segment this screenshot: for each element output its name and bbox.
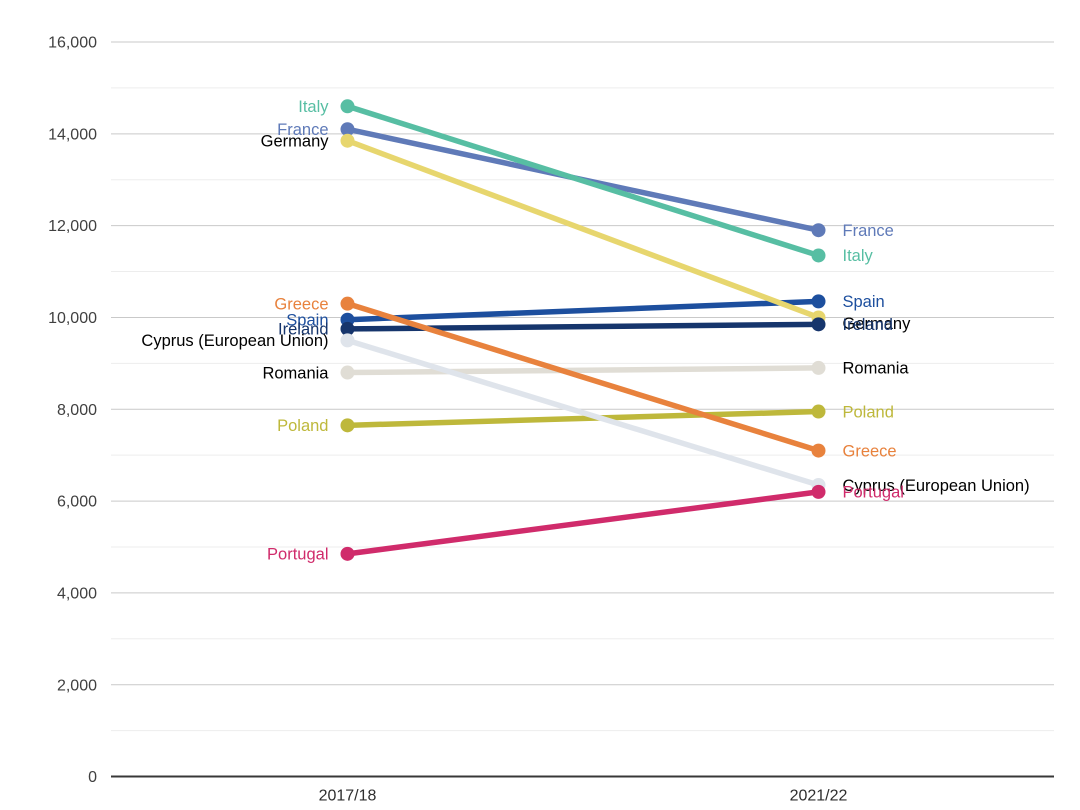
series-label-left-ireland: Ireland <box>278 321 328 339</box>
y-tick-label: 2,000 <box>57 677 97 694</box>
y-tick-label: 4,000 <box>57 585 97 602</box>
series-label-left-romania: Romania <box>262 364 329 382</box>
series-dot-left-ireland <box>340 321 355 336</box>
series-label-right-ireland: Ireland <box>843 316 893 334</box>
series-dot-right-ireland <box>811 317 826 332</box>
series-cyprus-european-union: Cyprus (European Union) Cyprus (European … <box>141 332 1029 495</box>
series-label-right-cyprus-european-union: Cyprus (European Union) <box>843 477 1030 495</box>
series-label-right-italy: Italy <box>843 247 874 265</box>
series-line-spain <box>347 298 819 323</box>
series-dot-left-germany <box>340 133 355 148</box>
series-line-greece <box>346 301 820 454</box>
series-label-left-poland: Poland <box>277 417 328 435</box>
series-dot-left-portugal <box>340 546 355 561</box>
x-axis-labels: 2017/18 2021/22 <box>319 788 848 805</box>
series-dot-right-poland <box>811 404 826 419</box>
series-line-poland <box>347 408 819 429</box>
series-germany: Germany Germany <box>261 132 911 333</box>
series-label-left-italy: Italy <box>298 98 329 116</box>
series-label-right-spain: Spain <box>843 293 885 311</box>
series-dot-left-poland <box>340 418 355 433</box>
y-tick-label: 16,000 <box>48 35 97 52</box>
series-dot-right-greece <box>811 443 826 458</box>
series-dot-left-france <box>340 122 355 137</box>
series-italy: Italy Italy <box>298 98 873 265</box>
series-poland: Poland Poland <box>277 403 894 435</box>
series-portugal: Portugal Portugal <box>267 484 904 564</box>
y-tick-label: 10,000 <box>48 310 97 327</box>
series-line-germany <box>346 138 820 321</box>
series-line-portugal <box>347 489 819 557</box>
series-dot-left-romania <box>340 365 355 380</box>
series-greece: Greece Greece <box>274 295 896 460</box>
series-label-left-greece: Greece <box>274 295 328 313</box>
y-tick-label: 12,000 <box>48 218 97 235</box>
series-line-cyprus-european-union <box>346 337 820 488</box>
x-axis-label-2021-22: 2021/22 <box>790 788 848 805</box>
series-label-right-france: France <box>843 222 894 240</box>
series-line-romania <box>347 365 819 376</box>
minor-gridlines <box>111 87 1054 732</box>
series-label-right-greece: Greece <box>843 442 897 460</box>
series-label-right-portugal: Portugal <box>843 484 904 502</box>
major-gridlines <box>111 41 1054 686</box>
x-axis-label-2017-18: 2017/18 <box>319 788 377 805</box>
series-label-right-romania: Romania <box>843 360 910 378</box>
series-label-right-germany: Germany <box>843 315 912 333</box>
series-label-left-spain: Spain <box>286 312 328 330</box>
y-tick-label: 14,000 <box>48 126 97 143</box>
series-label-right-poland: Poland <box>843 403 894 421</box>
series-dot-right-romania <box>811 360 826 375</box>
series-dot-right-spain <box>811 294 826 309</box>
series-dot-right-portugal <box>811 484 826 499</box>
y-axis-tick-labels: 0 2,000 4,000 6,000 8,000 10,000 12,000 14,000 1… <box>48 35 97 786</box>
series-dot-right-france <box>811 223 826 238</box>
series-dot-left-italy <box>340 99 355 114</box>
series-label-left-germany: Germany <box>261 132 330 150</box>
y-tick-label: 8,000 <box>57 402 97 419</box>
y-tick-label: 0 <box>88 769 97 786</box>
series-dot-right-italy <box>811 248 826 263</box>
series-label-left-france: France <box>277 121 328 139</box>
series-romania: Romania Romania <box>262 360 909 383</box>
series-label-left-portugal: Portugal <box>267 546 328 564</box>
y-tick-label: 6,000 <box>57 494 97 511</box>
series-spain: Spain Spain <box>286 293 884 329</box>
series-line-italy <box>346 103 820 259</box>
series-dot-left-cyprus-european-union <box>340 333 355 348</box>
series-label-left-cyprus-european-union: Cyprus (European Union) <box>141 332 328 350</box>
series-dot-left-greece <box>340 296 355 311</box>
